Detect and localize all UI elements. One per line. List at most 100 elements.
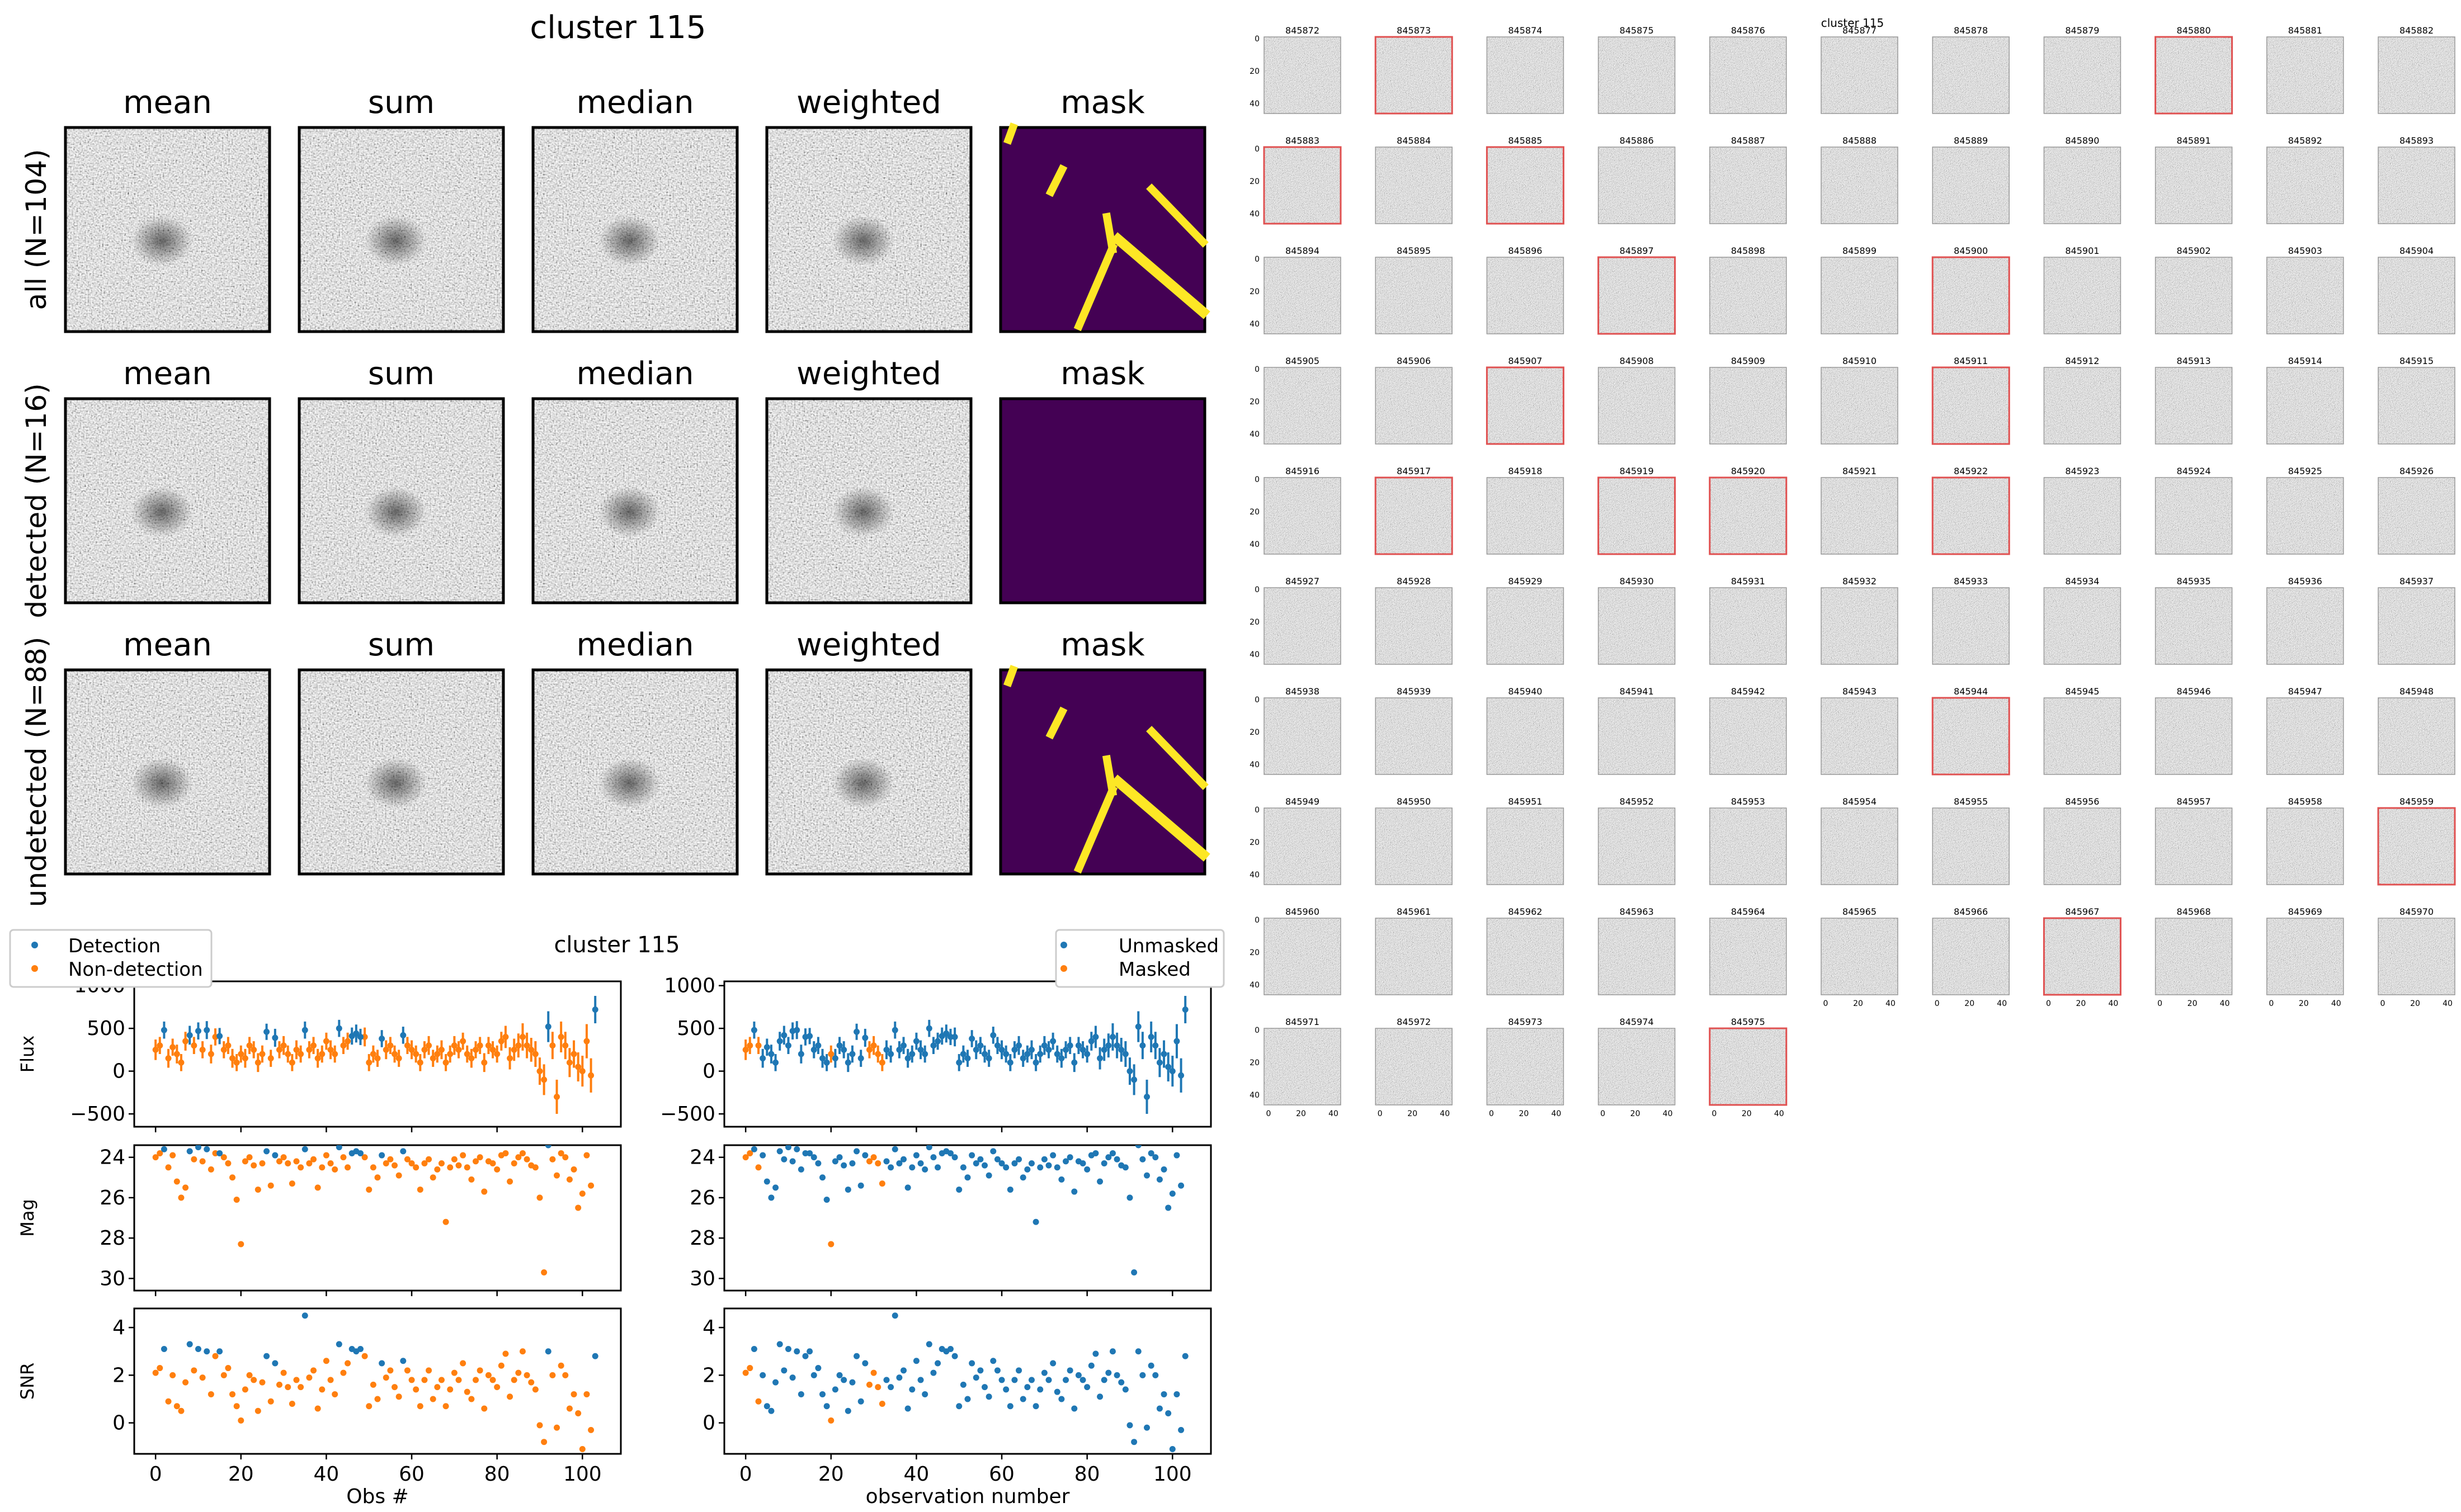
point-non-detection — [327, 1046, 334, 1053]
cutout-id-label: 845872 — [1285, 25, 1319, 36]
cutout-grid: 845872 0 20 40 845873 845874 845875 845876 84587… — [1250, 25, 2456, 1118]
point-unmasked — [883, 1158, 890, 1165]
cutout-id-label: 845900 — [1954, 245, 1988, 256]
cutout-id-label: 845959 — [2399, 796, 2434, 807]
y-axis-label: Flux — [17, 1036, 38, 1073]
point-non-detection — [489, 1377, 496, 1383]
point-unmasked — [917, 1377, 924, 1383]
point-non-detection — [276, 1046, 282, 1053]
point-unmasked — [926, 1145, 932, 1151]
cutout-845950: 845950 — [1375, 796, 1453, 885]
cutout-845939: 845939 — [1375, 686, 1453, 775]
point-non-detection — [438, 1046, 445, 1053]
cutout-845938: 845938 0 20 40 — [1250, 686, 1341, 775]
point-unmasked — [1028, 1046, 1035, 1053]
point-unmasked — [1161, 1391, 1167, 1397]
point-unmasked — [751, 1146, 757, 1152]
point-unmasked — [896, 1374, 903, 1381]
cutout-845936: 845936 — [2266, 576, 2344, 665]
point-unmasked — [862, 1034, 869, 1041]
x-axis-label: Obs # — [346, 1485, 409, 1508]
point-non-detection — [340, 1042, 347, 1049]
point-unmasked — [1054, 1051, 1060, 1057]
point-non-detection — [392, 1162, 398, 1169]
point-non-detection — [212, 1353, 219, 1359]
cutout-845914: 845914 — [2266, 356, 2344, 445]
point-non-detection — [507, 1178, 513, 1185]
point-non-detection — [254, 1059, 261, 1066]
point-unmasked — [1054, 1388, 1060, 1395]
point-non-detection — [246, 1042, 253, 1049]
point-detection — [357, 1033, 364, 1040]
point-non-detection — [182, 1184, 189, 1191]
cutout-id-label: 845930 — [1620, 576, 1654, 587]
cutout-845926: 845926 — [2378, 466, 2455, 555]
point-unmasked — [1126, 1068, 1133, 1075]
point-unmasked — [964, 1174, 971, 1181]
point-unmasked — [1041, 1042, 1048, 1049]
point-unmasked — [1148, 1033, 1154, 1040]
point-unmasked — [763, 1178, 770, 1185]
cutout-845881: 845881 — [2266, 25, 2344, 114]
cutout-845973: 845973 0 20 40 — [1486, 1017, 1564, 1118]
cutout-845946: 845946 — [2154, 686, 2233, 775]
lightcurve-panels: 10005000−500Flux10005000−50024262830Mag2… — [17, 975, 1212, 1508]
point-non-detection — [289, 1400, 295, 1407]
cutout-845880: 845880 — [2154, 25, 2233, 115]
point-non-detection — [588, 1072, 595, 1079]
cutout-id-label: 845884 — [1397, 135, 1431, 146]
point-unmasked — [802, 1150, 809, 1156]
cutout-id-label: 845934 — [2065, 576, 2099, 587]
point-unmasked — [956, 1186, 963, 1193]
point-non-detection — [152, 1369, 159, 1376]
cutout-845874: 845874 — [1486, 25, 1564, 114]
point-non-detection — [404, 1156, 411, 1163]
point-non-detection — [481, 1405, 488, 1412]
point-detection — [336, 1145, 342, 1151]
point-unmasked — [1114, 1042, 1120, 1049]
point-unmasked — [772, 1059, 779, 1066]
point-unmasked — [998, 1160, 1005, 1166]
point-unmasked — [1156, 1176, 1163, 1183]
cutout-id-label: 845902 — [2177, 245, 2211, 256]
point-unmasked — [1011, 1160, 1018, 1166]
point-unmasked — [947, 1033, 954, 1040]
stack-image-weighted — [765, 668, 973, 876]
point-unmasked — [810, 1372, 817, 1378]
point-unmasked — [994, 1156, 1001, 1163]
y-tick-label: 0 — [703, 1412, 715, 1435]
cutout-845879: 845879 — [2043, 25, 2121, 114]
point-non-detection — [208, 1391, 214, 1397]
cutout-id-label: 845951 — [1508, 796, 1542, 807]
point-non-detection — [345, 1038, 351, 1045]
point-unmasked — [926, 1025, 932, 1032]
point-non-detection — [583, 1038, 590, 1045]
cutout-845924: 845924 — [2154, 466, 2233, 555]
point-masked — [742, 1154, 749, 1161]
cutout-id-label: 845895 — [1397, 245, 1431, 256]
point-non-detection — [408, 1377, 415, 1383]
cutout-845962: 845962 — [1486, 906, 1564, 995]
point-non-detection — [246, 1154, 253, 1161]
cutout-845957: 845957 — [2154, 796, 2233, 885]
point-non-detection — [220, 1372, 227, 1378]
mask-streak — [1003, 665, 1018, 687]
point-unmasked — [977, 1367, 984, 1374]
point-unmasked — [973, 1160, 979, 1166]
cutout-id-label: 845970 — [2399, 906, 2434, 917]
point-unmasked — [1105, 1042, 1112, 1049]
point-non-detection — [293, 1158, 300, 1165]
point-non-detection — [442, 1218, 449, 1225]
point-non-detection — [173, 1178, 180, 1185]
point-unmasked — [807, 1348, 813, 1355]
point-masked — [828, 1051, 835, 1057]
cutout-id-label: 845967 — [2065, 906, 2099, 917]
cutout-845913: 845913 — [2154, 356, 2233, 445]
cutout-id-label: 845898 — [1731, 245, 1765, 256]
point-masked — [828, 1417, 835, 1424]
point-non-detection — [558, 1033, 564, 1040]
cutout-845959: 845959 — [2377, 796, 2456, 886]
point-non-detection — [502, 1150, 509, 1156]
cutout-ytick: 20 — [1250, 67, 1260, 76]
point-non-detection — [370, 1051, 376, 1057]
